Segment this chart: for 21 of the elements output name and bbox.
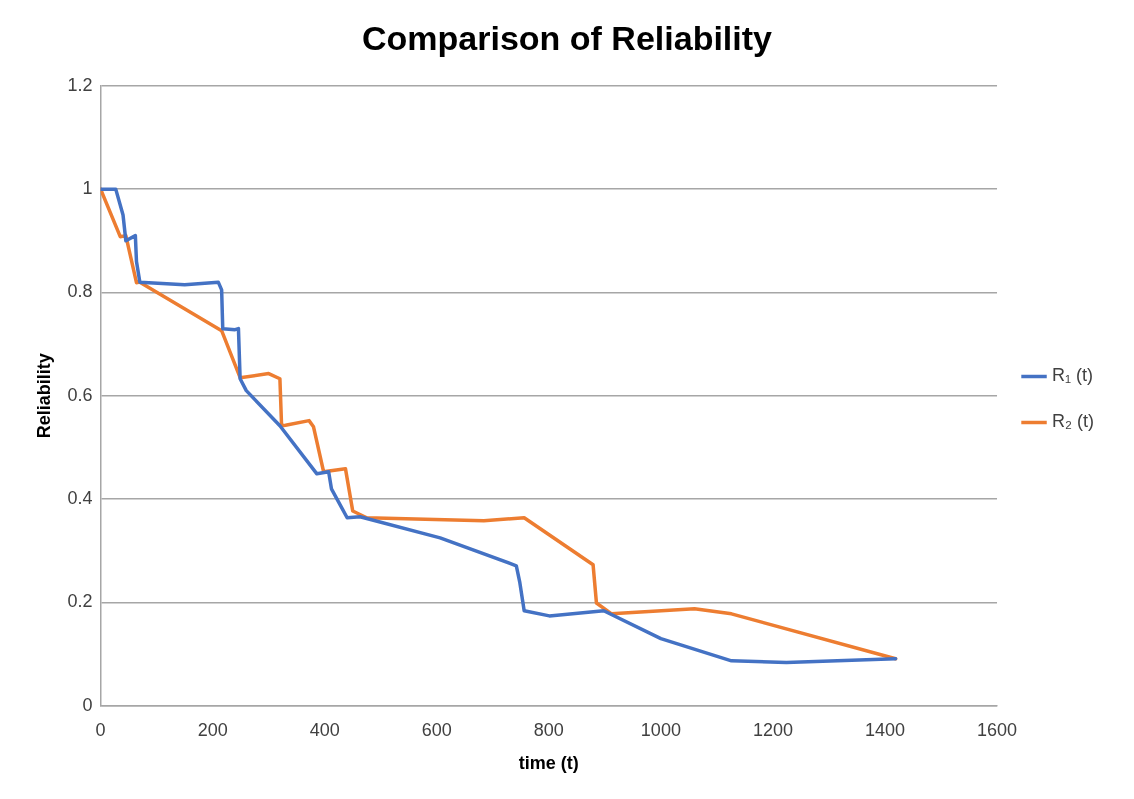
y-tick-label: 1 bbox=[82, 178, 93, 199]
x-tick-label: 400 bbox=[309, 719, 340, 740]
x-tick-label: 800 bbox=[533, 719, 564, 740]
y-tick-label: 0.8 bbox=[67, 281, 93, 302]
chart-title: Comparison of Reliability bbox=[362, 18, 773, 57]
x-tick-label: 600 bbox=[421, 719, 452, 740]
x-tick-label: 1200 bbox=[752, 719, 793, 740]
legend-label: R₁ (t) bbox=[1052, 365, 1094, 386]
y-tick-label: 0.6 bbox=[67, 384, 93, 405]
x-tick-label: 1600 bbox=[977, 719, 1018, 740]
x-tick-label: 200 bbox=[197, 719, 228, 740]
y-tick-label: 1.2 bbox=[67, 74, 93, 95]
y-tick-label: 0.4 bbox=[67, 488, 93, 509]
x-tick-label: 1400 bbox=[864, 719, 905, 740]
y-axis-title: Reliability bbox=[33, 353, 54, 439]
y-tick-label: 0.2 bbox=[67, 591, 93, 612]
x-axis-title: time (t) bbox=[518, 753, 579, 774]
x-tick-label: 0 bbox=[95, 719, 106, 740]
x-tick-label: 1000 bbox=[640, 719, 681, 740]
legend-label: R₂ (t) bbox=[1052, 411, 1095, 432]
y-tick-label: 0 bbox=[82, 694, 93, 715]
